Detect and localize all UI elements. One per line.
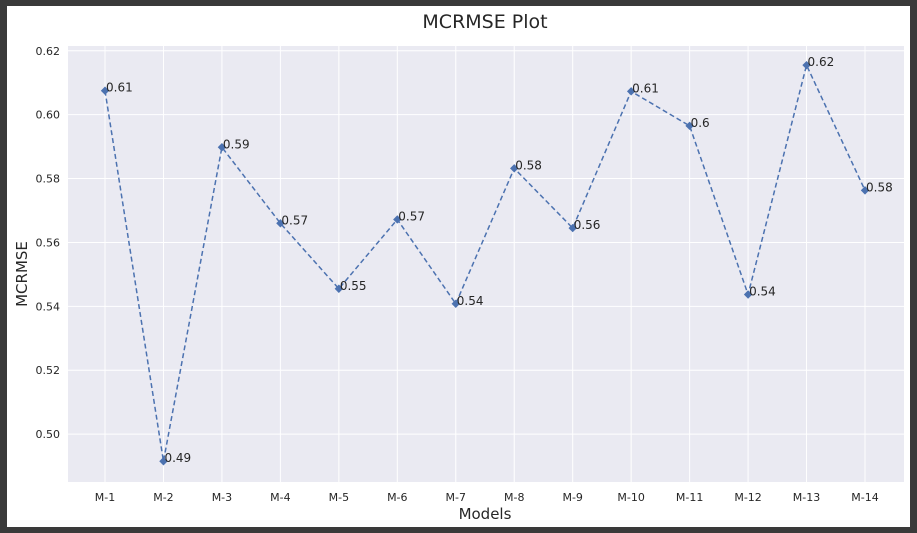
x-tick-label: M-1 bbox=[95, 491, 115, 504]
data-label: 0.54 bbox=[457, 294, 484, 308]
data-point-marker bbox=[451, 299, 460, 308]
x-tick-label: M-4 bbox=[270, 491, 290, 504]
chart-title: MCRMSE Plot bbox=[422, 11, 547, 33]
data-points bbox=[100, 60, 870, 466]
data-point-marker bbox=[802, 60, 811, 70]
data-label: 0.57 bbox=[281, 213, 308, 227]
data-point-marker bbox=[276, 219, 285, 228]
y-axis-label: MCRMSE bbox=[13, 241, 31, 307]
y-tick-label: 0.52 bbox=[36, 364, 61, 377]
x-tick-label: M-9 bbox=[562, 491, 582, 504]
x-tick-label: M-13 bbox=[793, 491, 820, 504]
data-label: 0.54 bbox=[749, 285, 776, 299]
x-tick-label: M-5 bbox=[329, 491, 349, 504]
x-tick-label: M-12 bbox=[734, 491, 761, 504]
x-axis-label: Models bbox=[459, 505, 512, 523]
series-line bbox=[104, 62, 866, 462]
data-point-marker bbox=[743, 290, 753, 299]
data-label: 0.62 bbox=[808, 55, 835, 69]
data-label: 0.57 bbox=[398, 209, 425, 223]
data-label: 0.58 bbox=[866, 180, 893, 194]
y-tick-label: 0.50 bbox=[36, 428, 61, 441]
x-tick-label: M-10 bbox=[617, 491, 644, 504]
x-tick-label: M-2 bbox=[153, 491, 173, 504]
data-label: 0.56 bbox=[574, 218, 601, 232]
data-point-marker bbox=[626, 87, 636, 96]
data-label: 0.55 bbox=[340, 279, 367, 293]
data-point-marker bbox=[393, 215, 402, 224]
data-point-marker bbox=[568, 223, 577, 233]
x-tick-label: M-14 bbox=[851, 491, 878, 504]
data-label: 0.58 bbox=[515, 158, 542, 172]
data-label: 0.49 bbox=[164, 451, 191, 465]
data-point-marker bbox=[159, 457, 168, 466]
data-labels: 0.61 0.49 0.59 0.57 0.55 0.57 0.54 0.58 0.56 0.61… bbox=[106, 55, 893, 465]
y-tick-label: 0.56 bbox=[36, 236, 61, 249]
plot-area bbox=[68, 46, 904, 482]
x-tick-label: M-7 bbox=[446, 491, 466, 504]
data-point-marker bbox=[860, 186, 870, 195]
y-tick-label: 0.58 bbox=[36, 173, 61, 186]
x-tick-labels: M-1 M-2 M-3 M-4 M-5 M-6 M-7 M-8 M-9 M-10 M-11 M-12 M… bbox=[95, 491, 879, 504]
x-tick-label: M-8 bbox=[504, 491, 524, 504]
grid-lines bbox=[68, 46, 904, 482]
y-tick-label: 0.54 bbox=[36, 300, 61, 313]
series-line-group bbox=[104, 62, 866, 462]
data-label: 0.61 bbox=[106, 81, 133, 95]
x-tick-label: M-3 bbox=[212, 491, 232, 504]
data-point-marker bbox=[685, 121, 694, 131]
y-tick-label: 0.62 bbox=[36, 45, 61, 58]
x-tick-label: M-11 bbox=[676, 491, 703, 504]
data-label: 0.61 bbox=[632, 81, 659, 95]
mcrmse-chart: 0.61 0.49 0.59 0.57 0.55 0.57 0.54 0.58 0.56 0.61… bbox=[13, 11, 904, 523]
x-tick-label: M-6 bbox=[387, 491, 407, 504]
y-tick-label: 0.60 bbox=[36, 109, 61, 122]
data-point-marker bbox=[334, 284, 344, 293]
data-point-marker bbox=[217, 143, 227, 152]
data-label: 0.59 bbox=[223, 137, 250, 151]
data-point-marker bbox=[100, 86, 110, 95]
y-tick-labels: 0.50 0.52 0.54 0.56 0.58 0.60 0.62 bbox=[36, 45, 61, 441]
data-label: 0.6 bbox=[691, 116, 710, 130]
chart-frame: 0.61 0.49 0.59 0.57 0.55 0.57 0.54 0.58 0.56 0.61… bbox=[7, 6, 910, 527]
